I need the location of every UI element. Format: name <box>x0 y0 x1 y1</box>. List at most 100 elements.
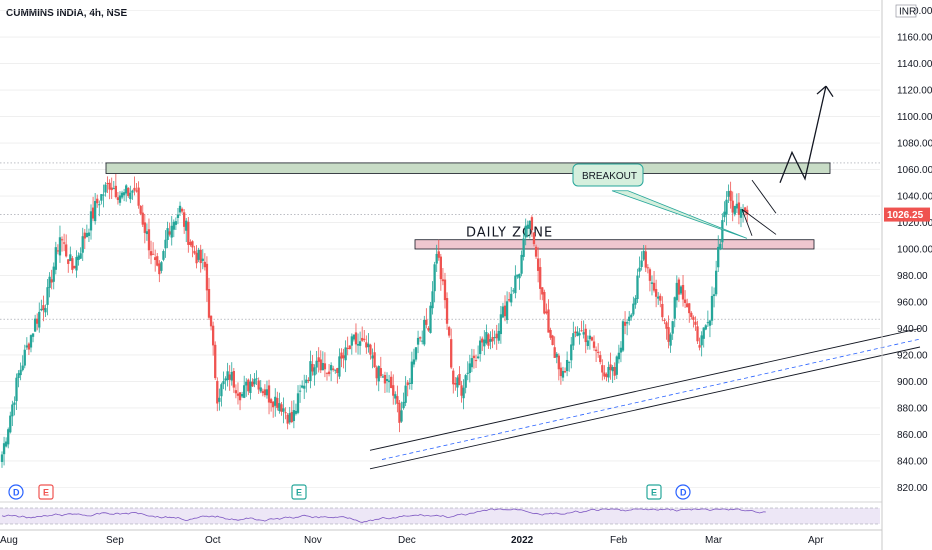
candle-body <box>476 356 480 359</box>
candle-body <box>255 378 258 380</box>
candle-body <box>87 232 91 236</box>
candle-body <box>336 368 339 374</box>
candle-body <box>211 325 215 346</box>
candle-body <box>675 282 678 301</box>
candle-body <box>468 363 471 373</box>
candle-body <box>632 303 635 315</box>
projection-arrowhead <box>816 85 834 98</box>
candle-body <box>715 270 718 295</box>
candle-body <box>162 251 165 260</box>
candle-body <box>228 374 231 380</box>
candle-body <box>50 279 53 283</box>
last-price-tag: 1026.25 <box>884 207 930 222</box>
candle-body <box>735 203 738 209</box>
badge-shape <box>646 484 662 500</box>
candle-body <box>164 239 167 249</box>
dividend-icon: D <box>8 484 24 500</box>
candle-body <box>487 334 490 346</box>
candle-body <box>205 263 209 291</box>
candle-body <box>75 256 78 271</box>
last-price-value: 1026.25 <box>887 210 924 221</box>
candle-body <box>402 401 405 409</box>
candle-body <box>13 402 16 405</box>
candle-body <box>481 338 484 343</box>
candle-body <box>247 379 250 392</box>
candle-body <box>172 221 175 230</box>
candle-body <box>11 404 14 417</box>
candle-body <box>570 344 573 361</box>
candle-body <box>110 187 113 191</box>
candle-body <box>216 380 219 404</box>
candle-body <box>69 254 72 262</box>
candle-body <box>377 366 380 382</box>
candle-body <box>638 267 641 272</box>
candle-body <box>733 205 736 215</box>
candle-body <box>431 291 434 309</box>
time-tick-label: Dec <box>398 535 416 546</box>
candle-body <box>464 375 467 388</box>
candle-body <box>149 251 153 256</box>
candle-body <box>661 303 664 318</box>
candle-body <box>96 198 99 204</box>
candle-body <box>458 374 461 386</box>
candle-body <box>168 231 171 235</box>
channel-midline <box>381 338 921 460</box>
candle-body <box>669 334 672 346</box>
earnings-icon: E <box>291 484 307 500</box>
candle-body <box>640 260 643 267</box>
candle-body <box>373 352 376 368</box>
candle-body <box>508 299 511 301</box>
price-tick-label: 960.00 <box>897 297 928 308</box>
candle-body <box>79 253 82 259</box>
candle-body <box>727 191 730 197</box>
candle-body <box>737 202 741 215</box>
candle-body <box>559 367 563 377</box>
time-tick-label: Mar <box>705 535 723 546</box>
candle-body <box>532 232 536 245</box>
candle-body <box>414 347 418 360</box>
candle-body <box>485 332 488 344</box>
badge-shape <box>8 484 24 500</box>
candle-body <box>530 217 534 231</box>
candle-body <box>698 345 701 348</box>
candle-body <box>429 305 432 333</box>
candle-body <box>555 353 558 358</box>
candle-body <box>325 372 329 374</box>
breakout-callout: BREAKOUT <box>572 163 644 187</box>
candle-body <box>510 293 513 303</box>
candle-body <box>332 368 335 370</box>
candle-body <box>91 207 95 219</box>
candle-body <box>636 275 639 300</box>
price-tick-label: 1060.00 <box>897 165 932 176</box>
candle-body <box>654 289 658 297</box>
candle-body <box>625 322 629 324</box>
candle-body <box>551 335 554 346</box>
price-axis[interactable]: 820.00 840.00 860.00 880.00 900.00 920.00 940.… <box>881 0 932 550</box>
candle-body <box>81 236 84 253</box>
time-tick-label: 2022 <box>511 535 534 546</box>
candle-body <box>375 367 378 379</box>
time-tick-label: Aug <box>0 535 18 546</box>
candle-body <box>85 233 89 238</box>
candle-body <box>650 282 654 284</box>
price-tick-label: 840.00 <box>897 456 928 467</box>
candle-body <box>677 279 681 295</box>
candle-body <box>665 322 668 329</box>
candle-body <box>77 255 80 260</box>
candle-body <box>65 244 68 257</box>
candle-body <box>499 314 503 335</box>
price-tick-label: 1140.00 <box>897 59 932 70</box>
last-price-bg <box>884 207 930 222</box>
overlays: BREAKOUT <box>572 85 834 239</box>
time-tick-label: Feb <box>610 535 628 546</box>
badge-label: E <box>43 488 49 498</box>
time-axis[interactable]: Aug Sep Oct Nov Dec 2022 Feb Mar Apr <box>0 529 882 546</box>
candle-body <box>38 311 41 328</box>
candle-body <box>491 337 494 342</box>
candle-body <box>615 356 618 375</box>
candle-body <box>599 355 602 363</box>
price-tick-label: 920.00 <box>897 350 928 361</box>
candle-body <box>15 377 18 402</box>
candle-body <box>450 339 453 368</box>
